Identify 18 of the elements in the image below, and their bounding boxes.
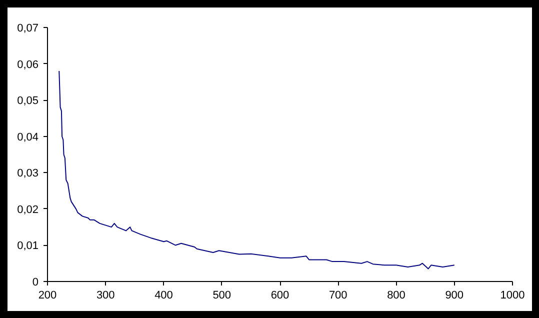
y-tick-label: 0,06	[17, 58, 39, 71]
y-tick-label: 0,01	[17, 240, 39, 252]
y-tick-label: 0,07	[17, 22, 39, 34]
x-tick-label: 700	[328, 290, 348, 302]
x-tick-label: 300	[96, 290, 115, 302]
y-tick-label: 0,04	[17, 131, 39, 144]
y-tick-label: 0,03	[17, 168, 39, 180]
x-tick-label: 500	[212, 290, 232, 302]
x-tick-label: 900	[445, 290, 464, 302]
x-tick-label: 800	[387, 290, 406, 302]
y-tick-label: 0	[32, 276, 39, 288]
x-tick-label: 1000	[500, 290, 525, 302]
y-tick-label: 0,05	[17, 95, 39, 108]
x-tick-label: 400	[154, 290, 173, 302]
line-series	[58, 70, 455, 270]
x-tick-label: 600	[270, 290, 290, 302]
x-tick-label: 200	[38, 290, 57, 302]
y-tick-label: 0,02	[17, 204, 39, 216]
